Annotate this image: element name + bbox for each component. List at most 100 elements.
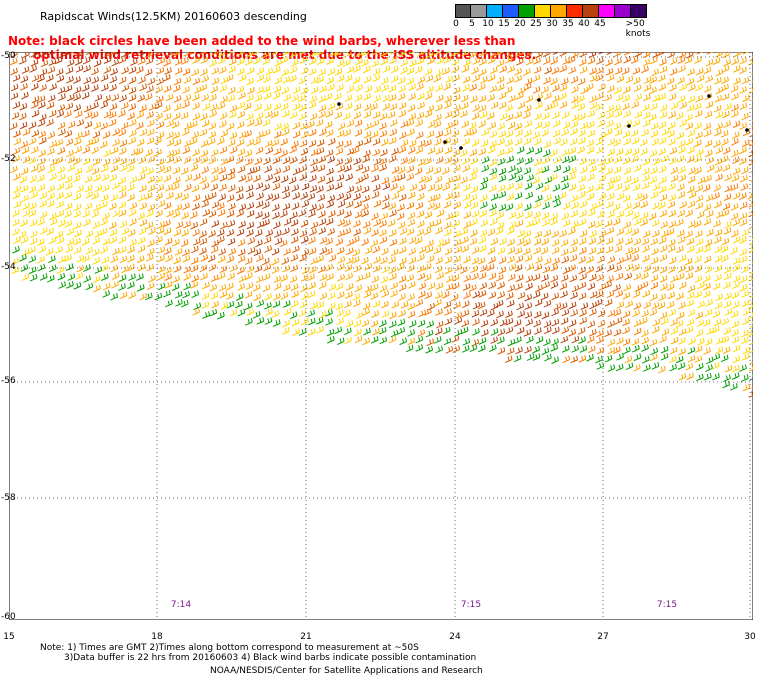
wind-barb bbox=[423, 273, 432, 282]
wind-barb bbox=[397, 221, 406, 230]
wind-barb bbox=[748, 329, 753, 337]
wind-barb bbox=[498, 190, 507, 199]
wind-barb bbox=[307, 290, 316, 299]
wind-barb bbox=[625, 247, 634, 255]
wind-barb bbox=[282, 52, 291, 56]
wind-barb bbox=[379, 129, 388, 138]
wind-barb bbox=[543, 326, 552, 335]
wind-barb bbox=[514, 67, 522, 76]
wind-barb bbox=[65, 245, 73, 253]
wind-barb bbox=[58, 52, 67, 59]
wind-barb bbox=[355, 140, 364, 148]
wind-barb bbox=[192, 238, 201, 246]
wind-barb bbox=[137, 194, 146, 202]
wind-barb bbox=[346, 85, 355, 93]
wind-barb bbox=[315, 52, 324, 56]
wind-barb bbox=[551, 230, 560, 239]
wind-barb bbox=[588, 208, 596, 217]
wind-barb bbox=[595, 137, 604, 146]
wind-barb bbox=[704, 338, 713, 346]
wind-barb bbox=[526, 146, 535, 155]
wind-barb bbox=[714, 200, 722, 209]
wind-barb bbox=[433, 52, 442, 56]
wind-barb bbox=[18, 112, 27, 121]
wind-barb bbox=[136, 122, 144, 130]
wind-barb bbox=[469, 218, 478, 227]
wind-barb bbox=[337, 273, 346, 282]
wind-barb bbox=[139, 218, 148, 227]
wind-barb bbox=[660, 317, 669, 325]
wind-barb bbox=[631, 254, 640, 262]
wind-barb bbox=[714, 77, 722, 85]
wind-barb bbox=[310, 165, 318, 173]
wind-barb bbox=[579, 247, 587, 255]
wind-barb bbox=[685, 272, 694, 280]
wind-barb bbox=[697, 176, 706, 185]
wind-barb bbox=[732, 218, 741, 227]
wind-barb bbox=[487, 246, 496, 255]
wind-barb bbox=[507, 65, 516, 73]
wind-barb bbox=[346, 185, 355, 194]
wind-barb bbox=[678, 52, 687, 59]
wind-barb bbox=[291, 94, 299, 103]
wind-barb bbox=[749, 130, 753, 138]
wind-barb bbox=[624, 227, 633, 235]
wind-barb bbox=[508, 211, 517, 220]
wind-barb bbox=[381, 138, 389, 147]
wind-barb bbox=[543, 320, 552, 328]
wind-barb bbox=[552, 111, 560, 120]
wind-barb bbox=[28, 209, 37, 218]
wind-barb bbox=[505, 326, 514, 335]
wind-barb bbox=[229, 308, 238, 317]
wind-barb bbox=[391, 65, 399, 74]
wind-barb bbox=[325, 247, 333, 256]
wind-barb bbox=[649, 86, 657, 95]
wind-barb bbox=[650, 237, 658, 246]
wind-barb bbox=[624, 272, 633, 281]
wind-barb bbox=[489, 130, 498, 139]
wind-barb bbox=[578, 58, 587, 67]
wind-barb bbox=[336, 247, 345, 255]
wind-barb bbox=[372, 148, 381, 157]
wind-barb bbox=[300, 122, 308, 130]
wind-barb bbox=[379, 157, 388, 166]
wind-barb bbox=[236, 209, 245, 218]
wind-barb bbox=[280, 292, 289, 300]
wind-barb bbox=[211, 201, 220, 209]
wind-barb bbox=[686, 318, 695, 327]
wind-barb bbox=[720, 254, 729, 263]
wind-barb bbox=[119, 157, 128, 166]
wind-barb bbox=[30, 191, 38, 199]
wind-barb bbox=[705, 149, 713, 158]
wind-barb bbox=[389, 119, 398, 127]
wind-barb bbox=[361, 256, 369, 265]
wind-barb bbox=[453, 164, 461, 172]
wind-barb bbox=[468, 122, 477, 130]
wind-barb bbox=[371, 229, 379, 237]
wind-barb bbox=[524, 203, 532, 211]
wind-barb bbox=[424, 110, 433, 118]
wind-barb bbox=[499, 318, 508, 327]
wind-barb bbox=[641, 344, 649, 352]
wind-barb bbox=[254, 157, 263, 165]
wind-barb bbox=[598, 230, 607, 238]
wind-barb bbox=[136, 273, 144, 281]
wind-barb bbox=[535, 336, 544, 344]
wind-barb bbox=[336, 208, 345, 217]
wind-barb bbox=[173, 256, 181, 265]
wind-barb bbox=[256, 67, 265, 75]
wind-barb bbox=[426, 338, 435, 347]
wind-barb bbox=[571, 335, 580, 344]
wind-barb bbox=[606, 52, 614, 56]
wind-barb bbox=[533, 246, 542, 255]
wind-barb bbox=[379, 52, 388, 57]
wind-barb bbox=[616, 257, 625, 265]
wind-barb bbox=[489, 85, 498, 93]
wind-barb bbox=[92, 237, 101, 245]
wind-barb bbox=[111, 280, 119, 289]
wind-barb bbox=[730, 212, 739, 221]
legend-label: 40 bbox=[578, 19, 590, 29]
wind-barb bbox=[64, 110, 72, 118]
wind-barb bbox=[649, 338, 658, 347]
wind-barb bbox=[622, 292, 631, 300]
